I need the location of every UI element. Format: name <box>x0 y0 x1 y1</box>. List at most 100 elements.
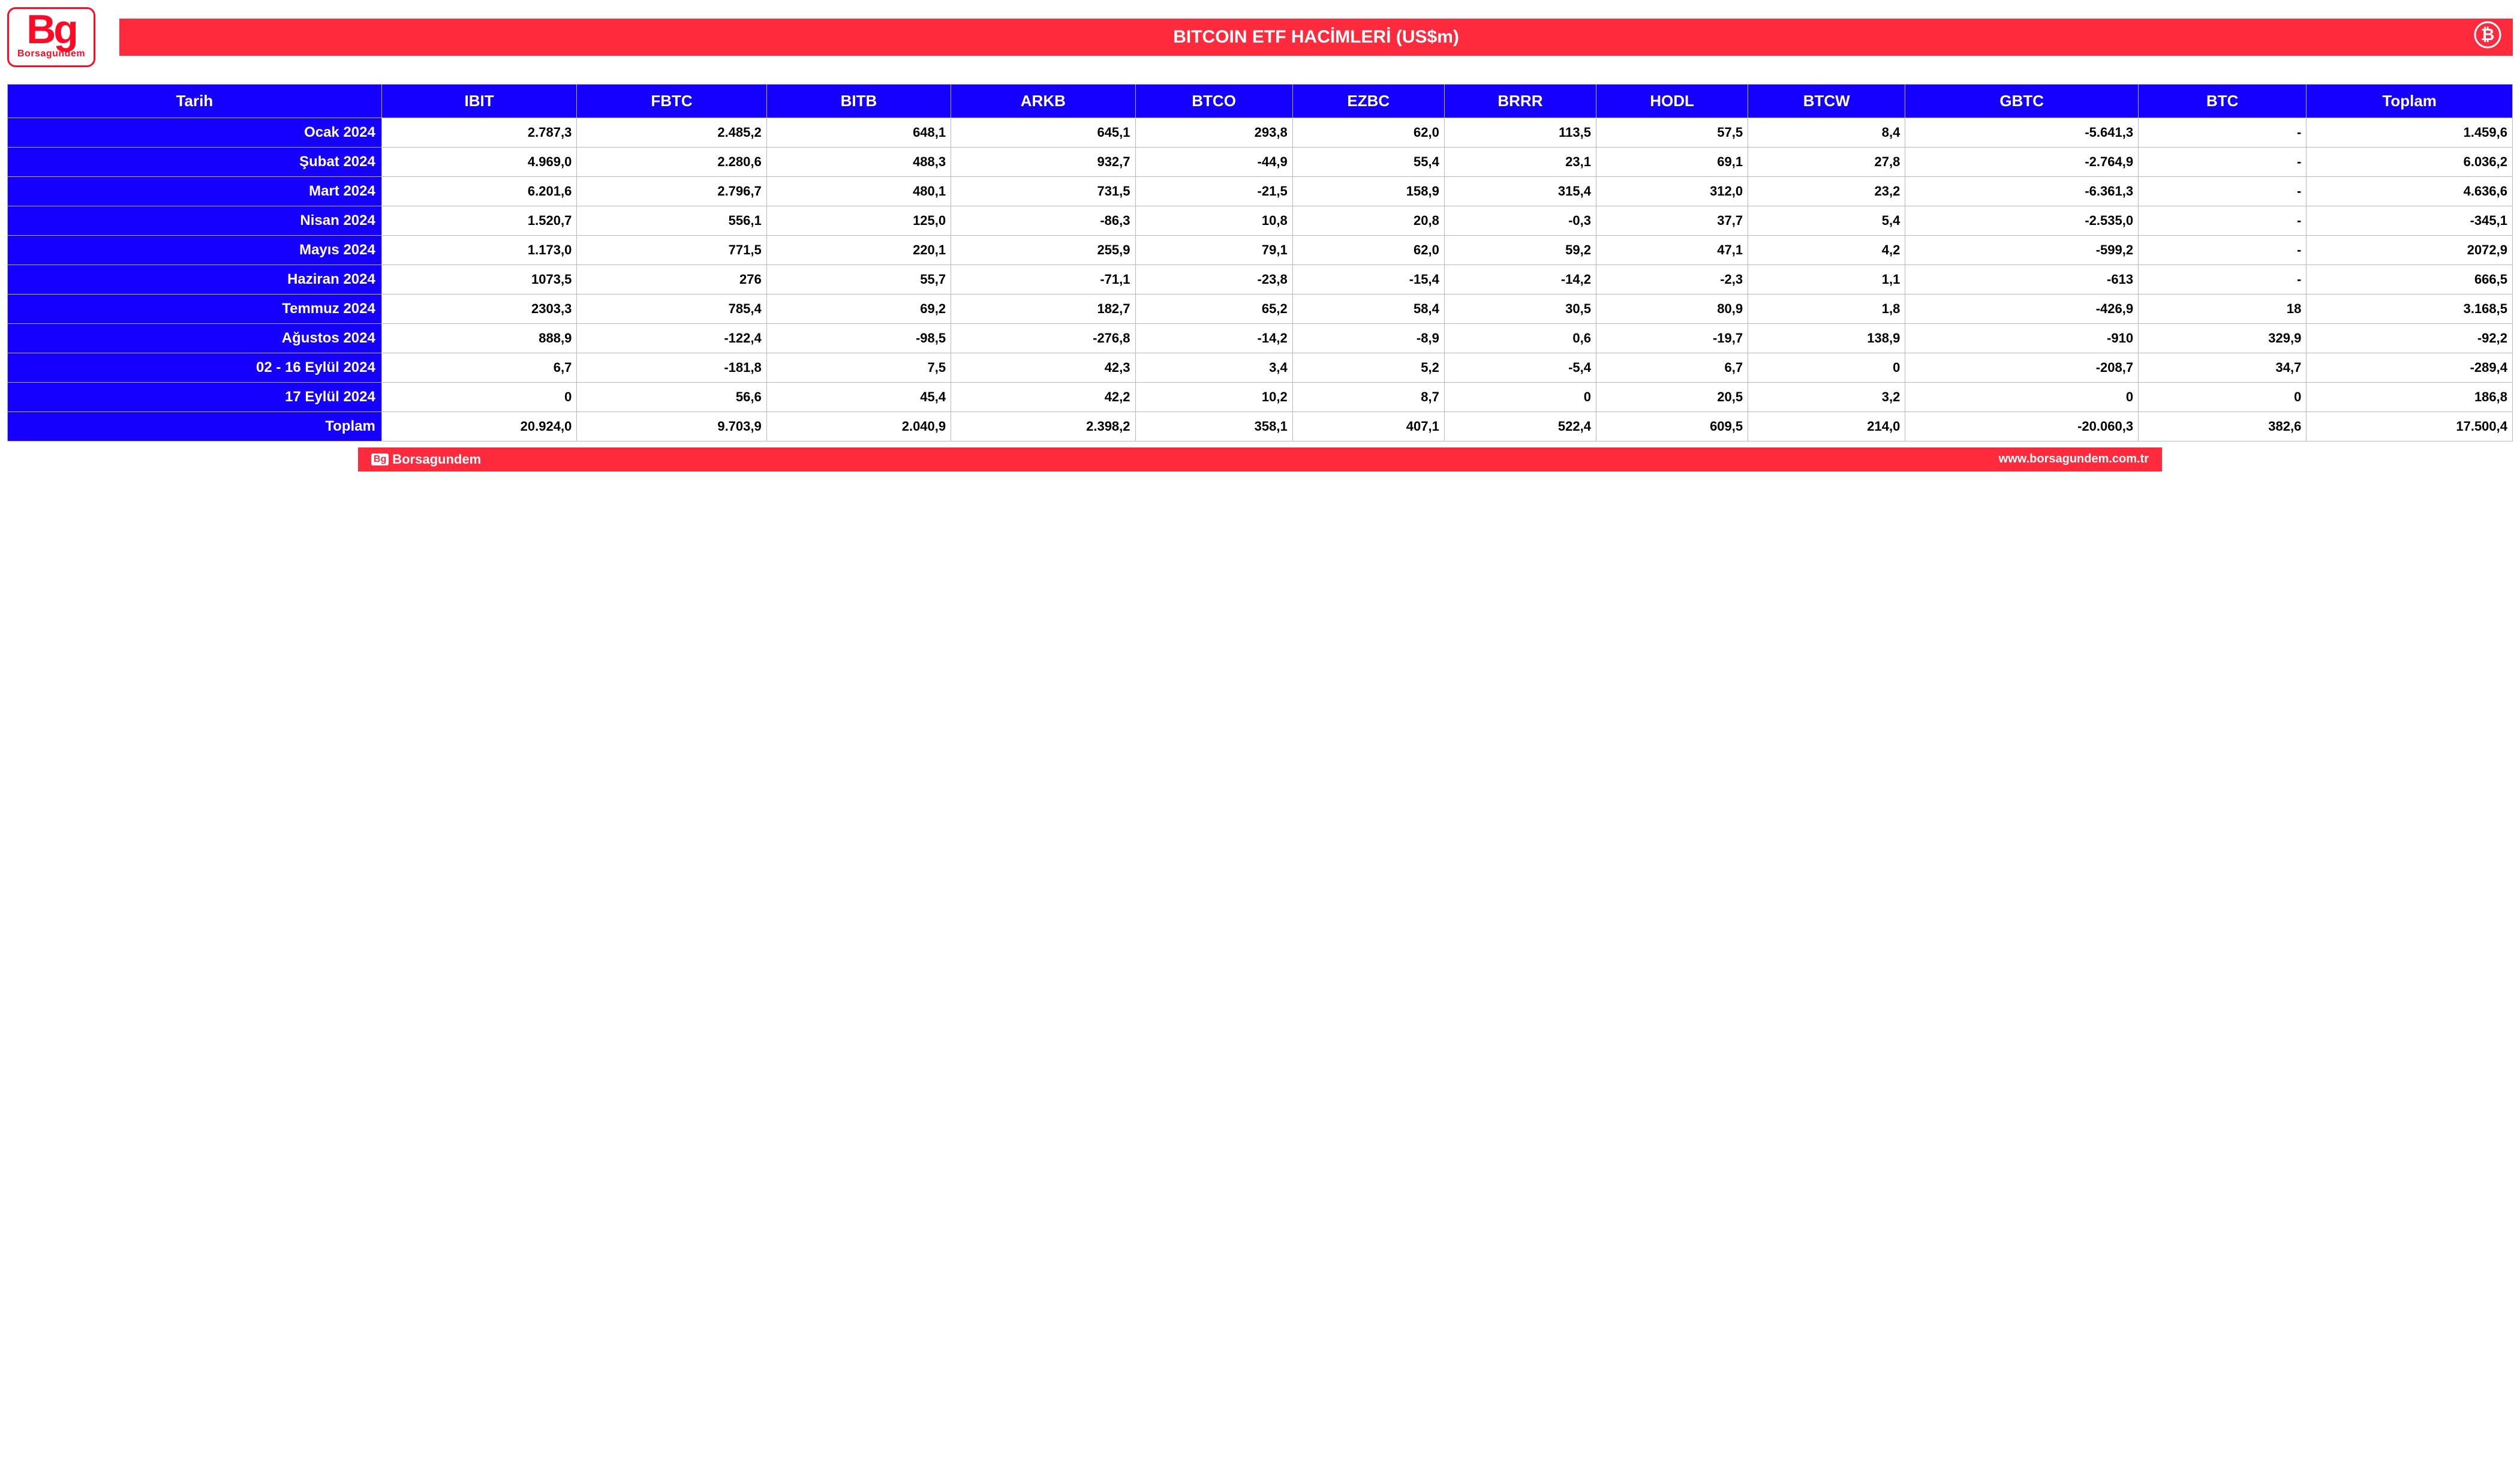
cell: 329,9 <box>2139 323 2307 353</box>
cell: -208,7 <box>1905 353 2139 382</box>
cell: 3.168,5 <box>2307 294 2513 323</box>
cell: 6,7 <box>381 353 576 382</box>
cell: 20.924,0 <box>381 411 576 441</box>
table-row: Mayıs 20241.173,0771,5220,1255,979,162,0… <box>8 235 2513 265</box>
row-header: Temmuz 2024 <box>8 294 382 323</box>
cell: 8,7 <box>1292 382 1444 411</box>
col-header: GBTC <box>1905 84 2139 118</box>
col-header: HODL <box>1596 84 1748 118</box>
cell: 5,4 <box>1748 206 1905 235</box>
cell: 4.969,0 <box>381 147 576 176</box>
cell: 1073,5 <box>381 265 576 294</box>
brand-logo: Bg Borsagundem <box>7 7 95 67</box>
col-header: IBIT <box>381 84 576 118</box>
cell: 6.036,2 <box>2307 147 2513 176</box>
cell: 1.173,0 <box>381 235 576 265</box>
cell: -19,7 <box>1596 323 1748 353</box>
cell: 888,9 <box>381 323 576 353</box>
cell: -86,3 <box>951 206 1135 235</box>
cell: 7,5 <box>766 353 951 382</box>
cell: 23,2 <box>1748 176 1905 206</box>
cell: 480,1 <box>766 176 951 206</box>
cell: 293,8 <box>1135 118 1292 147</box>
cell: 609,5 <box>1596 411 1748 441</box>
cell: 6,7 <box>1596 353 1748 382</box>
cell: -122,4 <box>577 323 766 353</box>
cell: -5,4 <box>1444 353 1596 382</box>
cell: -92,2 <box>2307 323 2513 353</box>
row-header: Mayıs 2024 <box>8 235 382 265</box>
cell: -289,4 <box>2307 353 2513 382</box>
cell: -2.535,0 <box>1905 206 2139 235</box>
cell: -181,8 <box>577 353 766 382</box>
cell: -14,2 <box>1444 265 1596 294</box>
cell: 1.459,6 <box>2307 118 2513 147</box>
row-header: Mart 2024 <box>8 176 382 206</box>
cell: -71,1 <box>951 265 1135 294</box>
cell: 666,5 <box>2307 265 2513 294</box>
cell: 0,6 <box>1444 323 1596 353</box>
cell: 932,7 <box>951 147 1135 176</box>
cell: 3,2 <box>1748 382 1905 411</box>
cell: 34,7 <box>2139 353 2307 382</box>
row-header: Haziran 2024 <box>8 265 382 294</box>
table-row: Haziran 20241073,527655,7-71,1-23,8-15,4… <box>8 265 2513 294</box>
col-header: BTC <box>2139 84 2307 118</box>
cell: 488,3 <box>766 147 951 176</box>
cell: 62,0 <box>1292 118 1444 147</box>
cell: 27,8 <box>1748 147 1905 176</box>
brand-logo-main: Bg <box>17 13 85 47</box>
cell: 731,5 <box>951 176 1135 206</box>
cell: 2.040,9 <box>766 411 951 441</box>
cell: 407,1 <box>1292 411 1444 441</box>
footer-brand-text: Borsagundem <box>392 452 481 467</box>
cell: 42,3 <box>951 353 1135 382</box>
cell: - <box>2139 118 2307 147</box>
cell: -6.361,3 <box>1905 176 2139 206</box>
cell: 255,9 <box>951 235 1135 265</box>
header: Bg Borsagundem BITCOIN ETF HACİMLERİ (US… <box>7 7 2513 67</box>
table-row: Nisan 20241.520,7556,1125,0-86,310,820,8… <box>8 206 2513 235</box>
cell: 382,6 <box>2139 411 2307 441</box>
cell: 1.520,7 <box>381 206 576 235</box>
cell: 2072,9 <box>2307 235 2513 265</box>
cell: 0 <box>381 382 576 411</box>
cell: 4.636,6 <box>2307 176 2513 206</box>
cell: -8,9 <box>1292 323 1444 353</box>
footer-bar: Bg Borsagundem www.borsagundem.com.tr <box>358 447 2162 471</box>
cell: 220,1 <box>766 235 951 265</box>
cell: 522,4 <box>1444 411 1596 441</box>
cell: -599,2 <box>1905 235 2139 265</box>
table-row: Şubat 20244.969,02.280,6488,3932,7-44,95… <box>8 147 2513 176</box>
row-header: Toplam <box>8 411 382 441</box>
etf-table: Tarih IBIT FBTC BITB ARKB BTCO EZBC BRRR… <box>7 84 2513 441</box>
cell: 69,2 <box>766 294 951 323</box>
cell: 56,6 <box>577 382 766 411</box>
cell: - <box>2139 235 2307 265</box>
cell: 4,2 <box>1748 235 1905 265</box>
cell: - <box>2139 147 2307 176</box>
col-header: BITB <box>766 84 951 118</box>
cell: -2,3 <box>1596 265 1748 294</box>
cell: 37,7 <box>1596 206 1748 235</box>
cell: -5.641,3 <box>1905 118 2139 147</box>
cell: 2.796,7 <box>577 176 766 206</box>
cell: -21,5 <box>1135 176 1292 206</box>
cell: 20,8 <box>1292 206 1444 235</box>
cell: 3,4 <box>1135 353 1292 382</box>
col-header: EZBC <box>1292 84 1444 118</box>
cell: 45,4 <box>766 382 951 411</box>
cell: - <box>2139 265 2307 294</box>
cell: 1,1 <box>1748 265 1905 294</box>
col-header: BTCW <box>1748 84 1905 118</box>
table-row: 02 - 16 Eylül 20246,7-181,87,542,33,45,2… <box>8 353 2513 382</box>
cell: -23,8 <box>1135 265 1292 294</box>
cell: 645,1 <box>951 118 1135 147</box>
col-header: ARKB <box>951 84 1135 118</box>
cell: - <box>2139 176 2307 206</box>
cell: 186,8 <box>2307 382 2513 411</box>
cell: 30,5 <box>1444 294 1596 323</box>
cell: 2.398,2 <box>951 411 1135 441</box>
cell: -345,1 <box>2307 206 2513 235</box>
table-row: Temmuz 20242303,3785,469,2182,765,258,43… <box>8 294 2513 323</box>
